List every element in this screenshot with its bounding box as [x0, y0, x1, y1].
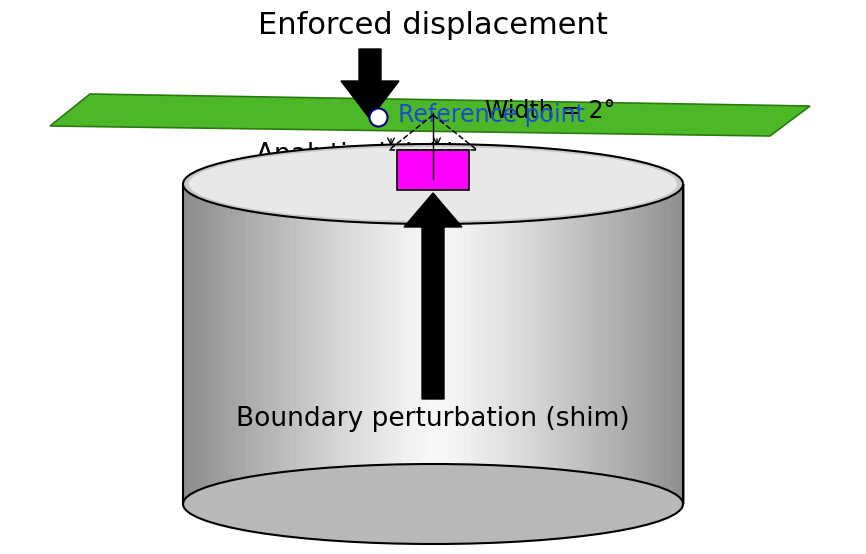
Bar: [183, 184, 683, 504]
Text: Analytical rigid: Analytical rigid: [256, 142, 454, 168]
Text: Reference point: Reference point: [398, 103, 585, 127]
Bar: [508, 184, 516, 504]
Bar: [277, 184, 285, 504]
Bar: [365, 184, 372, 504]
Bar: [239, 184, 247, 504]
Bar: [477, 184, 484, 504]
Bar: [664, 184, 672, 504]
Bar: [314, 184, 322, 504]
Polygon shape: [50, 94, 810, 136]
Bar: [676, 184, 684, 504]
Bar: [501, 184, 509, 504]
Bar: [427, 184, 435, 504]
Bar: [639, 184, 647, 504]
Bar: [596, 184, 604, 504]
Bar: [670, 184, 678, 504]
Bar: [608, 184, 616, 504]
Bar: [377, 184, 385, 504]
Bar: [520, 184, 528, 504]
Bar: [414, 184, 422, 504]
Bar: [202, 184, 210, 504]
Bar: [252, 184, 260, 504]
Bar: [326, 184, 334, 504]
FancyArrow shape: [341, 49, 399, 119]
Bar: [264, 184, 272, 504]
Bar: [208, 184, 216, 504]
Bar: [183, 184, 191, 504]
Bar: [371, 184, 378, 504]
Bar: [258, 184, 266, 504]
Bar: [445, 184, 453, 504]
Bar: [320, 184, 328, 504]
Ellipse shape: [189, 147, 677, 221]
Bar: [402, 184, 410, 504]
Text: Boundary perturbation (shim): Boundary perturbation (shim): [236, 406, 630, 432]
Bar: [383, 184, 391, 504]
Bar: [396, 184, 404, 504]
Bar: [652, 184, 660, 504]
Ellipse shape: [183, 464, 683, 544]
Bar: [565, 184, 572, 504]
Bar: [289, 184, 297, 504]
Text: Width = 2°: Width = 2°: [485, 99, 616, 123]
Bar: [346, 184, 353, 504]
Bar: [339, 184, 347, 504]
Bar: [552, 184, 559, 504]
Bar: [439, 184, 447, 504]
Bar: [546, 184, 553, 504]
Bar: [621, 184, 628, 504]
Bar: [514, 184, 522, 504]
Bar: [527, 184, 534, 504]
Bar: [270, 184, 278, 504]
Bar: [408, 184, 416, 504]
Bar: [483, 184, 491, 504]
Bar: [470, 184, 478, 504]
Bar: [389, 184, 397, 504]
Bar: [558, 184, 565, 504]
Bar: [301, 184, 309, 504]
Bar: [358, 184, 365, 504]
Bar: [627, 184, 635, 504]
Bar: [464, 184, 472, 504]
Bar: [452, 184, 460, 504]
Bar: [196, 184, 204, 504]
Bar: [227, 184, 235, 504]
Bar: [614, 184, 622, 504]
Bar: [190, 184, 197, 504]
Bar: [540, 184, 547, 504]
Bar: [433, 184, 441, 504]
Bar: [233, 184, 241, 504]
Bar: [421, 184, 429, 504]
FancyArrow shape: [404, 193, 462, 399]
Bar: [308, 184, 316, 504]
Bar: [489, 184, 497, 504]
Bar: [333, 184, 340, 504]
Bar: [577, 184, 585, 504]
Bar: [495, 184, 503, 504]
Bar: [571, 184, 578, 504]
Text: Enforced displacement: Enforced displacement: [258, 11, 608, 40]
Text: Height, h: Height, h: [259, 158, 367, 182]
Bar: [658, 184, 666, 504]
Bar: [633, 184, 641, 504]
Bar: [245, 184, 253, 504]
Bar: [352, 184, 359, 504]
Bar: [583, 184, 591, 504]
Bar: [295, 184, 303, 504]
Bar: [214, 184, 222, 504]
Ellipse shape: [183, 144, 683, 224]
Bar: [397, 150, 469, 190]
Bar: [458, 184, 466, 504]
Bar: [533, 184, 540, 504]
Bar: [283, 184, 291, 504]
Bar: [645, 184, 653, 504]
Bar: [589, 184, 597, 504]
Bar: [602, 184, 610, 504]
Bar: [221, 184, 229, 504]
